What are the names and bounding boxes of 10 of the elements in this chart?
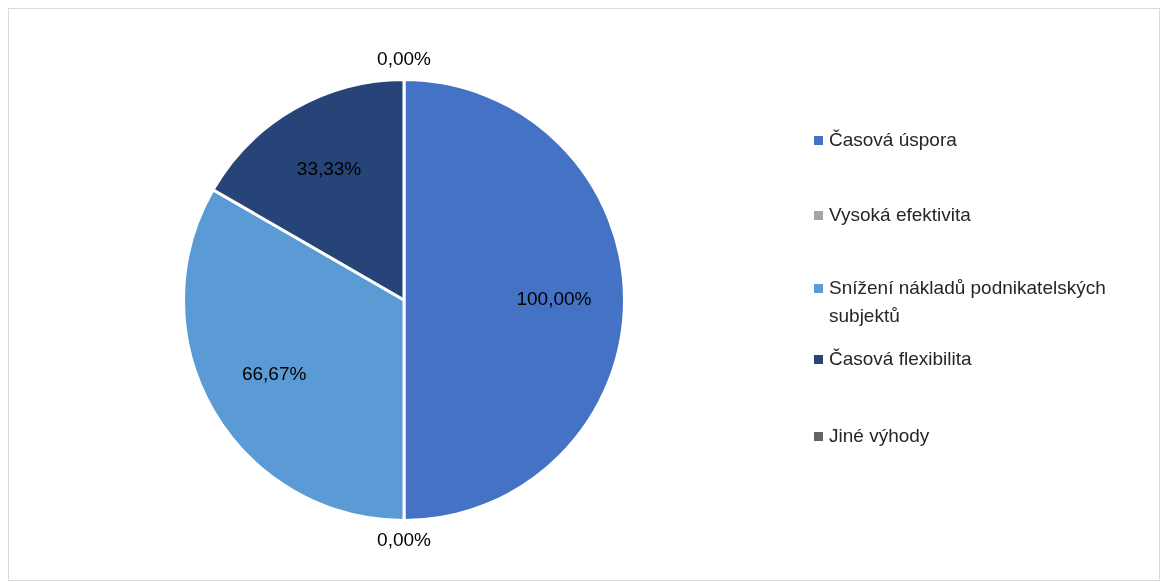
data-label: 66,67% xyxy=(241,363,307,385)
legend-label: Časová úspora xyxy=(829,128,957,152)
legend-label: Vysoká efektivita xyxy=(829,203,971,227)
data-label: 33,33% xyxy=(296,158,362,180)
legend-label: Snížení nákladů podnikatelských subjektů xyxy=(829,276,1107,328)
text: 0,00% xyxy=(377,528,431,550)
legend-label: Časová flexibilita xyxy=(829,347,972,371)
data-label: 100,00% xyxy=(516,288,592,310)
text: 0,00% xyxy=(377,47,431,69)
legend-label: Jiné výhody xyxy=(829,424,930,448)
